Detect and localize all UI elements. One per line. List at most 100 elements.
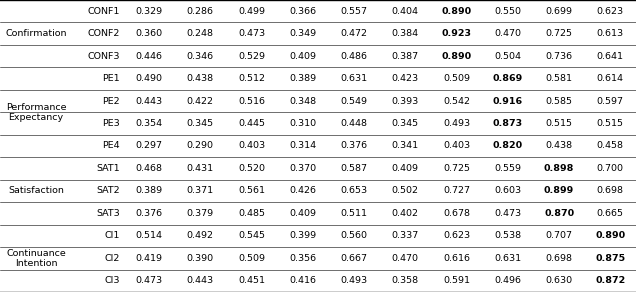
Text: 0.557: 0.557 xyxy=(340,7,368,16)
Text: 0.698: 0.698 xyxy=(597,186,624,195)
Text: 0.631: 0.631 xyxy=(494,254,522,263)
Text: 0.443: 0.443 xyxy=(187,276,214,285)
Text: 0.603: 0.603 xyxy=(494,186,522,195)
Text: 0.820: 0.820 xyxy=(493,142,523,150)
Text: 0.549: 0.549 xyxy=(340,97,368,106)
Text: 0.515: 0.515 xyxy=(597,119,624,128)
Text: 0.384: 0.384 xyxy=(392,29,419,38)
Text: 0.492: 0.492 xyxy=(187,231,214,240)
Text: 0.511: 0.511 xyxy=(340,209,368,218)
Text: 0.446: 0.446 xyxy=(135,52,163,61)
Text: 0.297: 0.297 xyxy=(135,142,163,150)
Text: 0.399: 0.399 xyxy=(289,231,316,240)
Text: 0.561: 0.561 xyxy=(238,186,265,195)
Text: 0.248: 0.248 xyxy=(187,29,214,38)
Text: 0.631: 0.631 xyxy=(340,74,368,83)
Text: 0.899: 0.899 xyxy=(544,186,574,195)
Text: 0.890: 0.890 xyxy=(441,52,472,61)
Text: 0.337: 0.337 xyxy=(392,231,419,240)
Text: CONF1: CONF1 xyxy=(88,7,120,16)
Text: 0.616: 0.616 xyxy=(443,254,470,263)
Text: 0.545: 0.545 xyxy=(238,231,265,240)
Text: 0.653: 0.653 xyxy=(340,186,368,195)
Text: 0.349: 0.349 xyxy=(289,29,316,38)
Text: PE3: PE3 xyxy=(102,119,120,128)
Text: CI3: CI3 xyxy=(105,276,120,285)
Text: 0.360: 0.360 xyxy=(135,29,163,38)
Text: 0.641: 0.641 xyxy=(597,52,624,61)
Text: 0.403: 0.403 xyxy=(443,142,470,150)
Text: 0.699: 0.699 xyxy=(546,7,572,16)
Text: 0.493: 0.493 xyxy=(443,119,470,128)
Text: CI1: CI1 xyxy=(105,231,120,240)
Text: 0.560: 0.560 xyxy=(340,231,368,240)
Text: Performance
Expectancy: Performance Expectancy xyxy=(6,102,66,122)
Text: 0.341: 0.341 xyxy=(392,142,419,150)
Text: 0.496: 0.496 xyxy=(494,276,522,285)
Text: 0.587: 0.587 xyxy=(340,164,368,173)
Text: 0.538: 0.538 xyxy=(494,231,522,240)
Text: 0.376: 0.376 xyxy=(135,209,163,218)
Text: 0.623: 0.623 xyxy=(443,231,470,240)
Text: 0.472: 0.472 xyxy=(340,29,368,38)
Text: 0.916: 0.916 xyxy=(493,97,523,106)
Text: PE4: PE4 xyxy=(102,142,120,150)
Text: PE1: PE1 xyxy=(102,74,120,83)
Text: 0.409: 0.409 xyxy=(289,52,316,61)
Text: 0.493: 0.493 xyxy=(340,276,368,285)
Text: 0.473: 0.473 xyxy=(238,29,265,38)
Text: 0.448: 0.448 xyxy=(340,119,368,128)
Text: 0.470: 0.470 xyxy=(392,254,419,263)
Text: 0.700: 0.700 xyxy=(597,164,624,173)
Text: 0.870: 0.870 xyxy=(544,209,574,218)
Text: 0.354: 0.354 xyxy=(135,119,163,128)
Text: 0.678: 0.678 xyxy=(443,209,470,218)
Text: CONF3: CONF3 xyxy=(88,52,120,61)
Text: 0.329: 0.329 xyxy=(135,7,163,16)
Text: 0.409: 0.409 xyxy=(289,209,316,218)
Text: 0.356: 0.356 xyxy=(289,254,316,263)
Text: 0.370: 0.370 xyxy=(289,164,316,173)
Text: 0.379: 0.379 xyxy=(187,209,214,218)
Text: 0.345: 0.345 xyxy=(187,119,214,128)
Text: 0.366: 0.366 xyxy=(289,7,316,16)
Text: 0.490: 0.490 xyxy=(135,74,163,83)
Text: 0.707: 0.707 xyxy=(546,231,572,240)
Text: 0.473: 0.473 xyxy=(135,276,163,285)
Text: PE2: PE2 xyxy=(102,97,120,106)
Text: 0.499: 0.499 xyxy=(238,7,265,16)
Text: 0.923: 0.923 xyxy=(441,29,471,38)
Text: 0.458: 0.458 xyxy=(597,142,624,150)
Text: 0.403: 0.403 xyxy=(238,142,265,150)
Text: 0.725: 0.725 xyxy=(443,164,470,173)
Text: 0.409: 0.409 xyxy=(392,164,419,173)
Text: 0.358: 0.358 xyxy=(392,276,419,285)
Text: 0.890: 0.890 xyxy=(595,231,625,240)
Text: 0.520: 0.520 xyxy=(238,164,265,173)
Text: 0.630: 0.630 xyxy=(546,276,572,285)
Text: 0.426: 0.426 xyxy=(289,186,316,195)
Text: 0.389: 0.389 xyxy=(289,74,316,83)
Text: 0.310: 0.310 xyxy=(289,119,316,128)
Text: 0.898: 0.898 xyxy=(544,164,574,173)
Text: 0.376: 0.376 xyxy=(340,142,368,150)
Text: 0.393: 0.393 xyxy=(392,97,419,106)
Text: 0.290: 0.290 xyxy=(187,142,214,150)
Text: 0.512: 0.512 xyxy=(238,74,265,83)
Text: 0.890: 0.890 xyxy=(441,7,472,16)
Text: 0.438: 0.438 xyxy=(187,74,214,83)
Text: Satisfaction: Satisfaction xyxy=(8,186,64,195)
Text: Continuance
Intention: Continuance Intention xyxy=(6,248,66,268)
Text: 0.725: 0.725 xyxy=(546,29,572,38)
Text: 0.443: 0.443 xyxy=(135,97,163,106)
Text: 0.623: 0.623 xyxy=(597,7,624,16)
Text: CONF2: CONF2 xyxy=(88,29,120,38)
Text: 0.470: 0.470 xyxy=(494,29,522,38)
Text: 0.345: 0.345 xyxy=(392,119,419,128)
Text: 0.509: 0.509 xyxy=(443,74,470,83)
Text: 0.371: 0.371 xyxy=(187,186,214,195)
Text: 0.431: 0.431 xyxy=(187,164,214,173)
Text: 0.550: 0.550 xyxy=(494,7,522,16)
Text: CI2: CI2 xyxy=(105,254,120,263)
Text: 0.613: 0.613 xyxy=(597,29,624,38)
